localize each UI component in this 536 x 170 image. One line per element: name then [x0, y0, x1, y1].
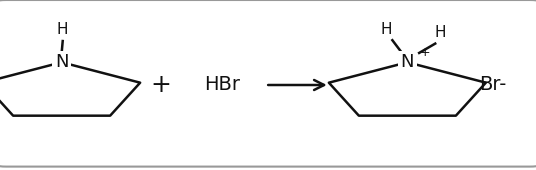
Text: Br-: Br-	[479, 75, 507, 95]
Text: N: N	[400, 53, 414, 71]
Text: H: H	[435, 25, 446, 40]
Text: H: H	[57, 22, 69, 38]
Text: HBr: HBr	[204, 75, 241, 95]
Text: +: +	[151, 73, 171, 97]
Text: N: N	[55, 53, 69, 71]
Text: H: H	[380, 22, 392, 37]
Text: +: +	[419, 46, 430, 59]
